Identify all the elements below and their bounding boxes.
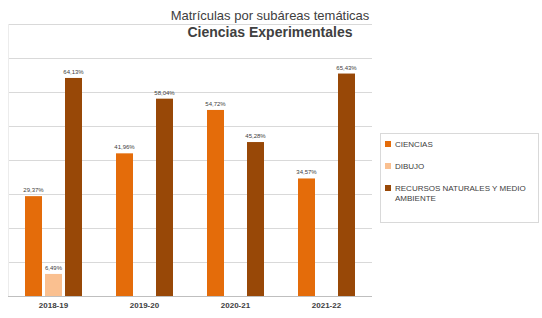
data-label: 6,49% xyxy=(45,265,63,271)
legend-label: DIBUJO xyxy=(395,162,424,171)
data-labels: 29,37% 6,49% 64,13% 41,96% 58,04% 54,72% 45,28… xyxy=(23,65,357,271)
grid-line xyxy=(8,58,372,59)
legend: CIENCIAS DIBUJO RECURSOS NATURALES Y MEDIO… xyxy=(381,134,539,223)
bar xyxy=(207,110,224,296)
chart-subtitle: Ciencias Experimentales xyxy=(188,24,353,40)
legend-box xyxy=(381,134,539,223)
x-axis xyxy=(8,296,372,297)
data-label: 58,04% xyxy=(154,90,175,96)
data-label: 34,57% xyxy=(296,169,317,175)
grid-line xyxy=(8,126,372,127)
grid xyxy=(8,25,372,297)
chart-container: Matrículas por subáreas temáticasCiencia… xyxy=(0,0,542,318)
bar xyxy=(116,153,133,296)
data-label: 45,28% xyxy=(245,133,266,139)
bar xyxy=(156,99,173,296)
grid-line xyxy=(8,228,372,229)
bar xyxy=(298,178,315,296)
chart-title: Matrículas por subáreas temáticas xyxy=(171,8,370,23)
x-tick-label: 2018-19 xyxy=(39,301,69,310)
legend-swatch xyxy=(385,141,391,147)
grid-line xyxy=(8,24,372,25)
chart-svg: Matrículas por subáreas temáticasCiencia… xyxy=(0,0,542,318)
legend-label: CIENCIAS xyxy=(395,140,433,149)
legend-swatch xyxy=(385,163,391,169)
bar xyxy=(25,196,42,296)
x-tick-label: 2020-21 xyxy=(221,301,251,310)
grid-line xyxy=(8,194,372,195)
plot-frame xyxy=(8,24,9,296)
x-tick-label: 2021-22 xyxy=(312,301,342,310)
data-label: 64,13% xyxy=(63,69,84,75)
data-label: 54,72% xyxy=(205,101,226,107)
legend-swatch xyxy=(385,185,391,191)
bar xyxy=(247,142,264,296)
data-label: 65,43% xyxy=(336,65,357,71)
bars xyxy=(25,74,355,296)
data-label: 41,96% xyxy=(114,144,135,150)
data-label: 29,37% xyxy=(23,187,44,193)
grid-line xyxy=(8,296,372,297)
legend-label: RECURSOS NATURALES Y MEDIOAMBIENTE xyxy=(395,184,526,203)
x-tick-label: 2019-20 xyxy=(130,301,160,310)
grid-line xyxy=(8,160,372,161)
bar xyxy=(65,78,82,296)
bar xyxy=(338,74,355,296)
grid-line xyxy=(8,262,372,263)
bar xyxy=(45,274,62,296)
grid-line xyxy=(8,92,372,93)
